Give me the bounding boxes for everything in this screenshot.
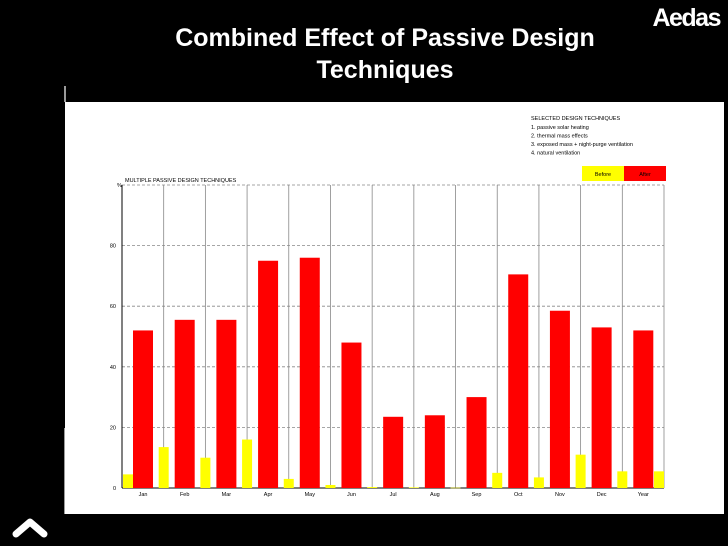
chevron-up-icon[interactable] bbox=[12, 514, 48, 540]
left-divider-top bbox=[64, 86, 66, 102]
legend-heading: SELECTED DESIGN TECHNIQUES bbox=[531, 116, 620, 122]
bar-after bbox=[258, 260, 279, 488]
bar-after bbox=[424, 415, 445, 488]
bar-before bbox=[123, 474, 133, 488]
bar-after bbox=[216, 319, 237, 488]
x-tick-label: May bbox=[305, 492, 316, 498]
bar-before bbox=[200, 457, 211, 488]
bar-before bbox=[617, 471, 628, 488]
bar-after bbox=[174, 319, 195, 488]
bar-chart: 0 20 40 60 80%MULTIPLE PASSIVE DESIGN TECHNI… bbox=[65, 102, 724, 514]
slide-title: Combined Effect of Passive Design Techni… bbox=[175, 24, 595, 84]
bar-after bbox=[466, 397, 487, 488]
bar-after bbox=[591, 327, 612, 488]
bar-after bbox=[508, 274, 529, 488]
bar-before bbox=[242, 439, 253, 488]
bar-after bbox=[299, 257, 320, 488]
x-tick-label: Aug bbox=[430, 492, 440, 498]
x-tick-label: Nov bbox=[555, 492, 565, 498]
legend-after-label: After bbox=[639, 172, 651, 178]
x-tick-label: Year bbox=[638, 492, 649, 498]
brand-logo: Aedas bbox=[652, 4, 721, 32]
bar-before bbox=[492, 472, 503, 488]
bar-after bbox=[549, 310, 570, 488]
x-tick-label: Jun bbox=[347, 492, 356, 498]
bar-after bbox=[383, 416, 404, 488]
bar-before bbox=[158, 447, 169, 488]
legend-before-swatch bbox=[582, 166, 624, 181]
y-tick-label: 40 bbox=[110, 365, 116, 371]
y-tick-label: 0 bbox=[113, 486, 116, 492]
x-tick-label: Apr bbox=[264, 492, 273, 498]
x-tick-label: Feb bbox=[180, 492, 189, 498]
bar-before bbox=[654, 471, 664, 488]
legend-item: 1. passive solar heating bbox=[531, 125, 589, 131]
chart-panel: 0 20 40 60 80% MULTIPLE PASSIVE DESIGN TECHNI… bbox=[65, 102, 724, 514]
x-tick-label: Sep bbox=[472, 492, 482, 498]
y-tick-label: 60 bbox=[110, 304, 116, 310]
legend-item: 2. thermal mass effects bbox=[531, 134, 588, 140]
bar-before bbox=[575, 454, 586, 488]
legend-item: 3. exposed mass + night-purge ventilatio… bbox=[531, 142, 633, 148]
bar-before bbox=[450, 487, 461, 489]
bar-after bbox=[633, 330, 654, 488]
bar-after bbox=[341, 342, 362, 488]
legend-item: 4. natural ventilation bbox=[531, 151, 580, 157]
x-tick-label: Oct bbox=[514, 492, 523, 498]
bar-before bbox=[408, 487, 419, 488]
bar-before bbox=[325, 484, 336, 488]
bar-before bbox=[533, 477, 544, 488]
y-tick-label: 20 bbox=[110, 425, 116, 431]
y-axis-label: % bbox=[117, 183, 122, 189]
x-tick-label: Jul bbox=[390, 492, 397, 498]
legend-before-label: Before bbox=[595, 172, 611, 178]
x-tick-label: Jan bbox=[139, 492, 148, 498]
x-tick-label: Dec bbox=[597, 492, 607, 498]
bar-before bbox=[283, 478, 294, 488]
bar-after bbox=[133, 330, 153, 488]
x-tick-label: Mar bbox=[222, 492, 232, 498]
chart-title: MULTIPLE PASSIVE DESIGN TECHNIQUES bbox=[125, 178, 237, 184]
legend-after-swatch bbox=[624, 166, 666, 181]
bar-before bbox=[367, 487, 378, 488]
y-tick-label: 80 bbox=[110, 244, 116, 250]
